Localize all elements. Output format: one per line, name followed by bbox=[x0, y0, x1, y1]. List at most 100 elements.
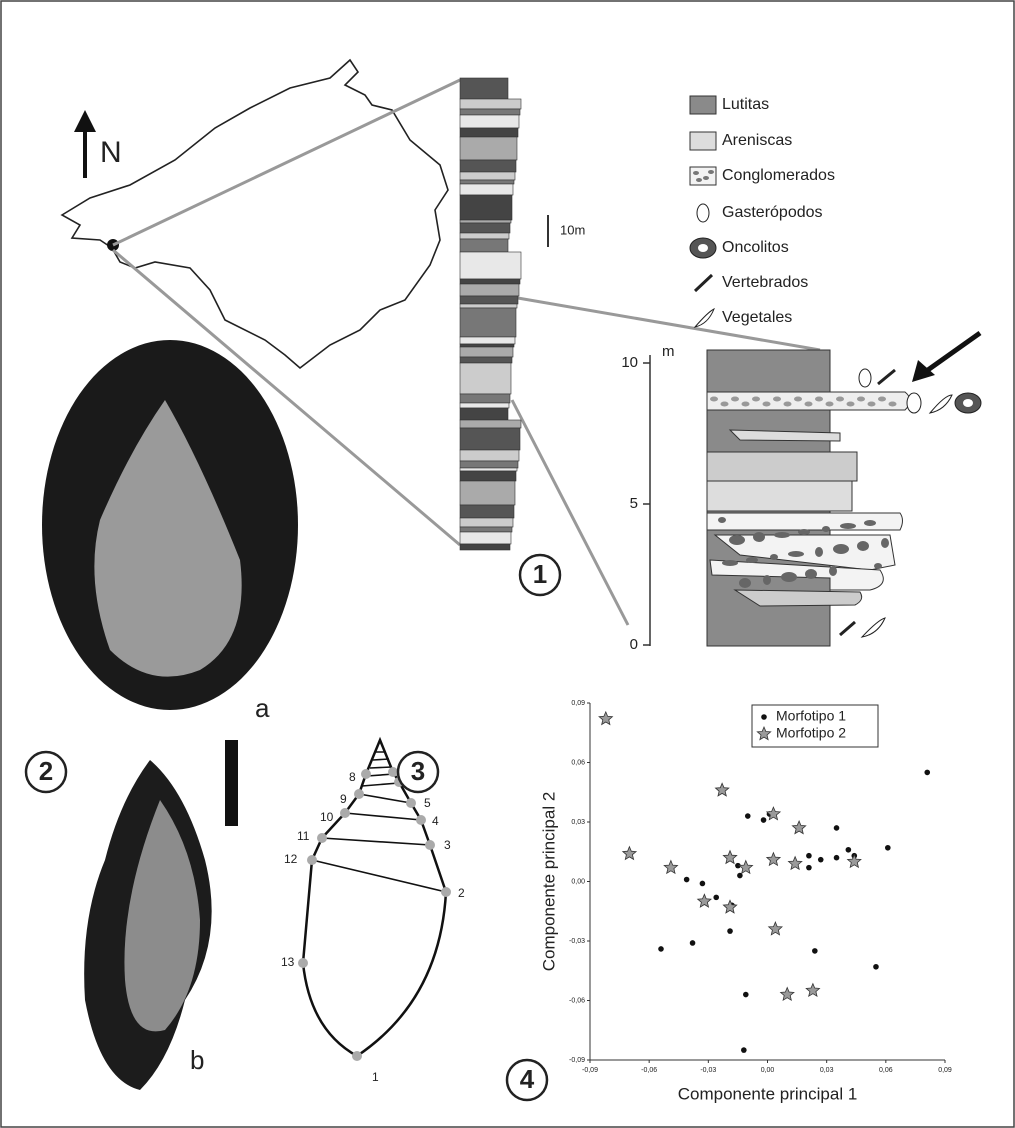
pebble bbox=[741, 401, 750, 407]
bone-icon bbox=[877, 368, 896, 386]
zoom-line bbox=[112, 78, 461, 247]
oncolite-core bbox=[963, 399, 973, 407]
bed bbox=[459, 362, 512, 395]
point-star bbox=[598, 710, 614, 726]
pebble bbox=[805, 569, 817, 579]
pebble bbox=[804, 401, 813, 407]
bed bbox=[459, 179, 515, 185]
plant-icon bbox=[928, 394, 953, 414]
bed bbox=[459, 480, 516, 506]
x-tick-label: -0,06 bbox=[641, 1067, 657, 1074]
conglomerate bbox=[706, 391, 911, 411]
point-star bbox=[767, 921, 783, 936]
point-star bbox=[756, 725, 772, 741]
pebble bbox=[763, 575, 771, 585]
landmark bbox=[425, 840, 435, 850]
y-axis-label: Componente principal 2 bbox=[539, 792, 558, 972]
bed bbox=[459, 467, 518, 472]
landmark bbox=[307, 855, 317, 865]
map: N bbox=[60, 58, 449, 370]
detail-column: 10 5 0 m bbox=[621, 330, 982, 653]
swatch bbox=[689, 131, 717, 151]
point-dot bbox=[924, 769, 931, 776]
landmark-label: 8 bbox=[349, 770, 356, 784]
bed bbox=[459, 159, 517, 173]
point-dot bbox=[885, 844, 891, 851]
point-star bbox=[621, 845, 638, 861]
legend-label: Areniscas bbox=[722, 132, 792, 149]
sandstone bbox=[706, 480, 853, 512]
x-tick-label: -0,09 bbox=[582, 1067, 598, 1074]
point-star bbox=[765, 806, 782, 821]
scale-bar bbox=[225, 740, 238, 826]
point-dot bbox=[743, 991, 749, 998]
bed bbox=[459, 504, 515, 519]
bed bbox=[459, 307, 517, 338]
zoom-line bbox=[112, 248, 461, 547]
pebble bbox=[833, 544, 849, 554]
conglomerate bbox=[713, 534, 896, 571]
bed bbox=[459, 303, 518, 309]
point-star bbox=[696, 893, 712, 908]
point-dot bbox=[845, 846, 852, 853]
landmark-label: 2 bbox=[458, 886, 465, 900]
bed bbox=[459, 517, 514, 528]
point-dot bbox=[735, 862, 741, 869]
point-dot bbox=[833, 854, 840, 861]
pebble bbox=[696, 178, 702, 182]
panel-number: 3 bbox=[411, 756, 425, 786]
panel-number: 1 bbox=[533, 559, 547, 589]
landmark-label: 10 bbox=[320, 810, 334, 824]
shell-outline: 12345678910111213 bbox=[281, 736, 465, 1084]
bed bbox=[459, 346, 514, 358]
landmark bbox=[340, 808, 350, 818]
bed bbox=[459, 419, 522, 429]
swatch bbox=[689, 166, 717, 186]
pebble bbox=[762, 401, 771, 407]
landmark-label: 1 bbox=[372, 1070, 379, 1084]
y-tick-label: -0,06 bbox=[569, 997, 585, 1004]
bed bbox=[459, 219, 512, 224]
sandstone bbox=[706, 451, 858, 482]
pebble bbox=[722, 560, 738, 566]
point-star bbox=[722, 849, 738, 865]
pebble bbox=[878, 396, 886, 402]
panel-circle bbox=[505, 1058, 549, 1102]
landmark-label: 12 bbox=[284, 852, 298, 866]
pebble bbox=[825, 401, 834, 407]
point-star bbox=[722, 899, 738, 914]
detail-ticks: 10 5 0 bbox=[621, 354, 650, 653]
lithology-legend: Lutitas Areniscas Conglomerados Gasterópodo… bbox=[689, 95, 835, 328]
scale-label: 10m bbox=[560, 222, 585, 237]
pebble bbox=[867, 401, 876, 407]
bed bbox=[459, 407, 509, 421]
point-dot bbox=[806, 852, 812, 859]
shell bbox=[94, 400, 242, 677]
pebble bbox=[815, 547, 823, 557]
pebble bbox=[752, 396, 760, 402]
scatter-chart: -0,09 -0,06 -0,03 0,00 0,03 0,06 0,09 -0,09 -0,0… bbox=[539, 700, 951, 1104]
landmark-label: 5 bbox=[424, 796, 431, 810]
point-dot bbox=[713, 894, 720, 901]
bed bbox=[459, 194, 513, 221]
icon bbox=[693, 273, 714, 293]
arrow-head bbox=[912, 360, 935, 382]
landmark-label: 3 bbox=[444, 838, 451, 852]
point-dot bbox=[727, 928, 733, 934]
bed bbox=[459, 531, 512, 545]
bed bbox=[459, 470, 517, 482]
bed bbox=[459, 127, 519, 138]
point-dot bbox=[741, 1047, 747, 1053]
gastropod-icon bbox=[858, 368, 872, 388]
pebble bbox=[783, 401, 792, 407]
x-tick-label: 0,03 bbox=[820, 1067, 834, 1074]
panel-circle bbox=[518, 553, 562, 597]
pebble bbox=[731, 396, 739, 402]
bed bbox=[459, 526, 513, 533]
legend-box bbox=[751, 704, 879, 748]
point-dot bbox=[683, 876, 690, 883]
bed bbox=[459, 427, 521, 451]
pebble bbox=[829, 566, 837, 576]
legend-label: Oncolitos bbox=[722, 239, 789, 256]
